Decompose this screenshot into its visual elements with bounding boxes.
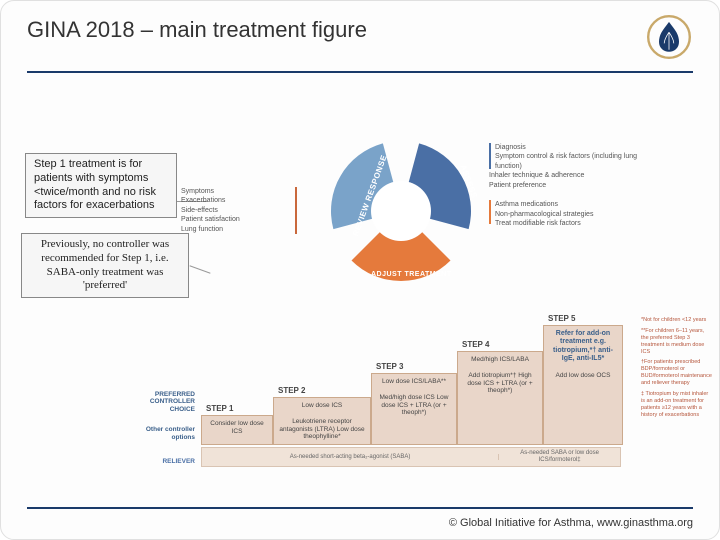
- footnote: *Not for children <12 years: [641, 317, 713, 324]
- step-other: Med/high dose ICS Low dose ICS + LTRA (o…: [372, 390, 456, 421]
- assess-item: Non-pharmacological strategies: [489, 210, 659, 219]
- cycle-ring: [331, 141, 471, 281]
- step-4: STEP 4 Med/high ICS/LABA Add tiotropium*…: [457, 351, 543, 445]
- page-title: GINA 2018 – main treatment figure: [27, 17, 367, 43]
- step-other: Leukotriene receptor antagonists (LTRA) …: [274, 414, 370, 445]
- row-label-reliever: RELIEVER: [141, 458, 195, 465]
- footnote: †For patients prescribed BDP/formoterol …: [641, 359, 713, 387]
- step-other: Consider low dose ICS: [202, 416, 272, 440]
- assess-group-blue: Diagnosis Symptom control & risk factors…: [489, 143, 659, 190]
- review-item: Side-effects: [181, 206, 291, 215]
- footnote: **For children 6–11 years, the preferred…: [641, 328, 713, 356]
- assess-item: Inhaler technique & adherence: [489, 171, 659, 180]
- step-label: STEP 5: [548, 314, 575, 323]
- footnotes: *Not for children <12 years **For childr…: [641, 317, 713, 422]
- assess-item: Diagnosis: [489, 143, 659, 152]
- callout-previous-note: Previously, no controller was recommende…: [21, 233, 189, 298]
- step-staircase: PREFERRED CONTROLLER CHOICE Other contro…: [201, 311, 641, 481]
- review-item: Patient satisfaction: [181, 215, 291, 224]
- arc-label-adjust: ADJUST TREATMENT: [371, 271, 452, 278]
- divider-bottom: [27, 507, 693, 509]
- cycle-diagram: ASSESS ADJUST TREATMENT REVIEW RESPONSE …: [221, 131, 571, 301]
- review-item: Lung function: [181, 225, 291, 234]
- step-3: STEP 3 Low dose ICS/LABA** Med/high dose…: [371, 373, 457, 445]
- step-preferred: Low dose ICS/LABA**: [372, 374, 456, 390]
- step-other: Add tiotropium*† High dose ICS + LTRA (o…: [458, 368, 542, 399]
- step-preferred: Refer for add-on treatment e.g. tiotropi…: [544, 326, 622, 368]
- row-label-other: Other controller options: [141, 426, 195, 441]
- step-preferred: Med/high ICS/LABA: [458, 352, 542, 368]
- step-preferred: Low dose ICS: [274, 398, 370, 414]
- step-label: STEP 1: [206, 404, 233, 413]
- reliever-left: As-needed short-acting beta₂-agonist (SA…: [202, 454, 499, 461]
- review-item: Exacerbations: [181, 196, 291, 205]
- review-item: Symptoms: [181, 187, 291, 196]
- header: GINA 2018 – main treatment figure: [27, 15, 693, 73]
- reliever-right: As-needed SABA or low dose ICS/formotero…: [499, 450, 620, 464]
- cycle-center: [371, 181, 431, 241]
- gina-logo-icon: [645, 13, 693, 61]
- step-5: STEP 5 Refer for add-on treatment e.g. t…: [543, 325, 623, 445]
- callout-step1-note: Step 1 treatment is for patients with sy…: [25, 153, 177, 218]
- row-label-preferred: PREFERRED CONTROLLER CHOICE: [141, 391, 195, 413]
- connector-line: [189, 265, 210, 273]
- step-label: STEP 4: [462, 340, 489, 349]
- footnote: ‡ Tiotropium by mist inhaler is an add-o…: [641, 391, 713, 419]
- slide: GINA 2018 – main treatment figure Step 1…: [0, 0, 720, 540]
- footer-copyright: © Global Initiative for Asthma, www.gina…: [449, 517, 693, 529]
- reliever-row: As-needed short-acting beta₂-agonist (SA…: [201, 447, 621, 467]
- assess-item: Asthma medications: [489, 200, 659, 209]
- cycle-review-items: Symptoms Exacerbations Side-effects Pati…: [181, 187, 291, 234]
- step-label: STEP 3: [376, 362, 403, 371]
- assess-item: Patient preference: [489, 181, 659, 190]
- assess-item: Symptom control & risk factors (includin…: [489, 152, 659, 171]
- cycle-assess-groups: Diagnosis Symptom control & risk factors…: [489, 143, 659, 239]
- assess-item: Treat modifiable risk factors: [489, 219, 659, 228]
- step-2: STEP 2 Low dose ICS Leukotriene receptor…: [273, 397, 371, 445]
- step-label: STEP 2: [278, 386, 305, 395]
- step-other: Add low dose OCS: [544, 368, 622, 384]
- assess-group-orange: Asthma medications Non-pharmacological s…: [489, 200, 659, 228]
- step-1: STEP 1 Consider low dose ICS: [201, 415, 273, 445]
